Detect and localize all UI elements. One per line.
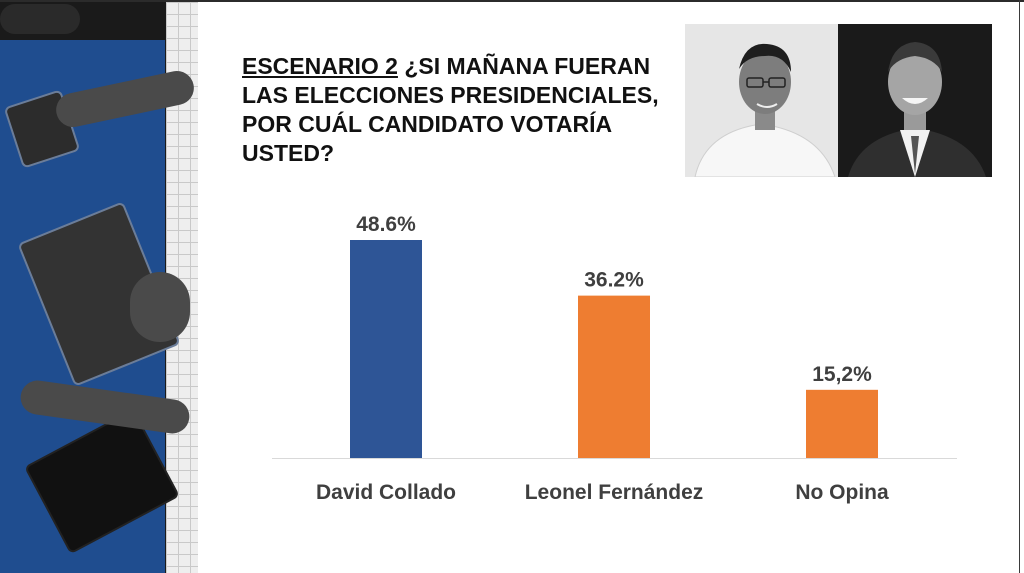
bar-1 [578,295,650,458]
hand-image [130,272,190,342]
candidate-photo-1 [685,24,838,177]
decorative-photo-panel [0,2,198,573]
slide-title: ESCENARIO 2 ¿SI MAÑANA FUERAN LAS ELECCI… [242,52,662,168]
candidate-photo-2 [838,24,992,177]
chart-baseline [272,458,957,459]
right-border [1019,0,1020,573]
category-label-1: Leonel Fernández [525,481,704,504]
category-label-0: David Collado [316,481,456,504]
survey-question: ¿SI MAÑANA FUERAN LAS ELECCIONES PRESIDE… [242,53,659,166]
data-label-2: 15,2% [812,363,872,386]
bar-chart: 48.6% David Collado 36.2% Leonel Fernández 1… [316,213,889,504]
data-label-0: 48.6% [356,213,416,236]
candidate-photos [685,24,992,177]
bar-0 [350,240,422,458]
bar-2 [806,389,878,458]
hand-image [0,4,80,34]
category-label-2: No Opina [795,481,889,504]
scenario-label: ESCENARIO 2 [242,53,398,79]
top-border [0,0,1024,2]
data-label-1: 36.2% [584,269,644,292]
